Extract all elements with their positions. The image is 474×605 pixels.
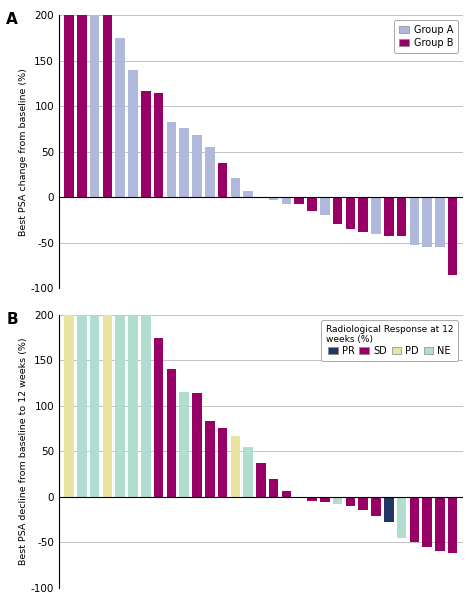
- Bar: [410, 497, 419, 542]
- Bar: [269, 479, 278, 497]
- Bar: [397, 197, 406, 237]
- Bar: [77, 315, 87, 497]
- Bar: [320, 197, 329, 215]
- Bar: [397, 497, 406, 538]
- Bar: [410, 197, 419, 246]
- Bar: [243, 447, 253, 497]
- Bar: [333, 497, 342, 504]
- Bar: [218, 163, 228, 197]
- Bar: [384, 497, 393, 522]
- Bar: [371, 197, 381, 234]
- Bar: [435, 197, 445, 247]
- Bar: [269, 197, 278, 200]
- Bar: [346, 497, 355, 506]
- Bar: [64, 315, 74, 497]
- Bar: [128, 315, 138, 497]
- Bar: [205, 147, 215, 197]
- Bar: [103, 15, 112, 197]
- Bar: [192, 393, 202, 497]
- Y-axis label: Best PSA decline from baseline to 12 weeks (%): Best PSA decline from baseline to 12 wee…: [19, 338, 28, 565]
- Text: B: B: [6, 312, 18, 327]
- Bar: [166, 122, 176, 197]
- Bar: [141, 315, 151, 497]
- Legend: Group A, Group B: Group A, Group B: [394, 20, 458, 53]
- Bar: [128, 70, 138, 197]
- Bar: [64, 15, 74, 197]
- Bar: [294, 497, 304, 498]
- Bar: [179, 392, 189, 497]
- Bar: [166, 370, 176, 497]
- Bar: [141, 91, 151, 197]
- Bar: [77, 15, 87, 197]
- Bar: [230, 436, 240, 497]
- Bar: [90, 315, 100, 497]
- Bar: [243, 191, 253, 197]
- Bar: [103, 315, 112, 497]
- Bar: [256, 463, 265, 497]
- Y-axis label: Best PSA change from baseline (%): Best PSA change from baseline (%): [19, 68, 28, 235]
- Bar: [358, 197, 368, 232]
- Bar: [435, 497, 445, 552]
- Bar: [218, 428, 228, 497]
- Bar: [320, 497, 329, 502]
- Bar: [333, 197, 342, 224]
- Bar: [307, 197, 317, 211]
- Bar: [230, 178, 240, 197]
- Bar: [422, 197, 432, 247]
- Bar: [448, 197, 457, 275]
- Bar: [192, 136, 202, 197]
- Bar: [422, 497, 432, 547]
- Bar: [294, 197, 304, 204]
- Bar: [371, 497, 381, 516]
- Bar: [116, 315, 125, 497]
- Bar: [256, 197, 265, 198]
- Bar: [154, 338, 164, 497]
- Bar: [282, 491, 291, 497]
- Text: A: A: [6, 12, 18, 27]
- Bar: [179, 128, 189, 197]
- Bar: [90, 15, 100, 197]
- Bar: [346, 197, 355, 229]
- Bar: [448, 497, 457, 554]
- Bar: [384, 197, 393, 237]
- Bar: [282, 197, 291, 203]
- Bar: [205, 421, 215, 497]
- Bar: [358, 497, 368, 509]
- Bar: [307, 497, 317, 502]
- Bar: [154, 93, 164, 197]
- Legend: PR, SD, PD, NE: PR, SD, PD, NE: [321, 319, 458, 361]
- Bar: [116, 38, 125, 197]
